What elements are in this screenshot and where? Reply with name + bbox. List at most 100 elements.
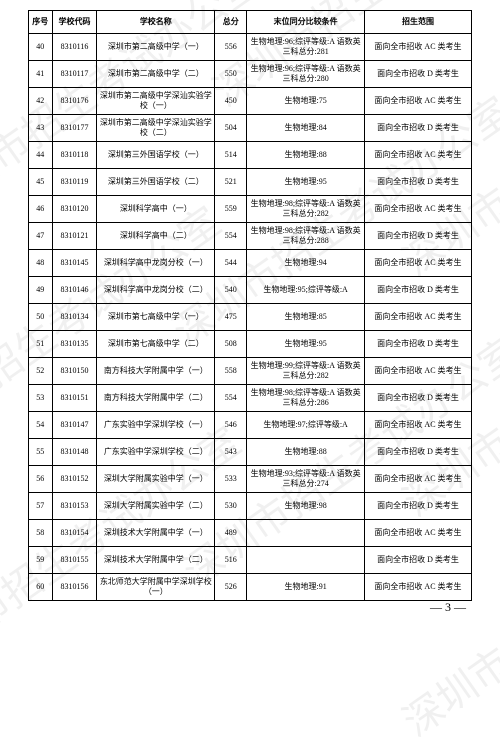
cell-name: 深圳市第二高级中学（二） — [97, 61, 215, 88]
table-row: 538310151南方科技大学附属中学（二）554生物地理:98;综评等级:A … — [29, 385, 472, 412]
cell-tiebreak: 生物地理:99;综评等级:A 语数英三科总分:282 — [247, 358, 365, 385]
cell-tiebreak: 生物地理:98;综评等级:A 语数英三科总分:288 — [247, 223, 365, 250]
table-row: 408310116深圳市第二高级中学（一）556生物地理:96;综评等级:A 语… — [29, 34, 472, 61]
cell-tiebreak: 生物地理:91 — [247, 574, 365, 601]
cell-name: 深圳市第七高级中学（一） — [97, 304, 215, 331]
cell-code: 8310155 — [52, 547, 97, 574]
cell-code: 8310146 — [52, 277, 97, 304]
table-header-row: 序号 学校代码 学校名称 总分 末位同分比较条件 招生范围 — [29, 11, 472, 34]
table-row: 528310150南方科技大学附属中学（一）558生物地理:99;综评等级:A … — [29, 358, 472, 385]
cell-code: 8310135 — [52, 331, 97, 358]
table-row: 578310153深圳大学附属实验中学（二）530生物地理:98面向全市招收 D… — [29, 493, 472, 520]
cell-name: 深圳第三外国语学校（二） — [97, 169, 215, 196]
cell-seq: 47 — [29, 223, 53, 250]
cell-scope: 面向全市招收 AC 类考生 — [364, 34, 471, 61]
cell-total: 559 — [215, 196, 247, 223]
cell-code: 8310148 — [52, 439, 97, 466]
cell-total: 540 — [215, 277, 247, 304]
cell-total: 543 — [215, 439, 247, 466]
cell-name: 深圳市第二高级中学深汕实验学校（一） — [97, 88, 215, 115]
cell-total: 558 — [215, 358, 247, 385]
cell-code: 8310150 — [52, 358, 97, 385]
cell-seq: 59 — [29, 547, 53, 574]
table-row: 508310134深圳市第七高级中学（一）475生物地理:85面向全市招收 AC… — [29, 304, 472, 331]
cell-seq: 60 — [29, 574, 53, 601]
cell-total: 526 — [215, 574, 247, 601]
cell-name: 深圳科学高中（二） — [97, 223, 215, 250]
cell-tiebreak: 生物地理:96;综评等级:A 语数英三科总分:280 — [247, 61, 365, 88]
table-row: 428310176深圳市第二高级中学深汕实验学校（一）450生物地理:75面向全… — [29, 88, 472, 115]
cell-code: 8310116 — [52, 34, 97, 61]
table-row: 478310121深圳科学高中（二）554生物地理:98;综评等级:A 语数英三… — [29, 223, 472, 250]
cell-tiebreak: 生物地理:84 — [247, 115, 365, 142]
header-name: 学校名称 — [97, 11, 215, 34]
table-row: 418310117深圳市第二高级中学（二）550生物地理:96;综评等级:A 语… — [29, 61, 472, 88]
cell-tiebreak: 生物地理:97;综评等级:A — [247, 412, 365, 439]
table-row: 498310146深圳科学高中龙岗分校（二）540生物地理:95;综评等级:A面… — [29, 277, 472, 304]
cell-total: 546 — [215, 412, 247, 439]
cell-seq: 54 — [29, 412, 53, 439]
table-row: 448310118深圳第三外国语学校（一）514生物地理:88面向全市招收 AC… — [29, 142, 472, 169]
cell-total: 533 — [215, 466, 247, 493]
cell-tiebreak: 生物地理:88 — [247, 439, 365, 466]
cell-code: 8310153 — [52, 493, 97, 520]
cell-scope: 面向全市招收 D 类考生 — [364, 223, 471, 250]
cell-name: 深圳技术大学附属中学（一） — [97, 520, 215, 547]
cell-scope: 面向全市招收 AC 类考生 — [364, 466, 471, 493]
cell-code: 8310118 — [52, 142, 97, 169]
cell-scope: 面向全市招收 D 类考生 — [364, 547, 471, 574]
cell-code: 8310176 — [52, 88, 97, 115]
cell-seq: 50 — [29, 304, 53, 331]
header-seq: 序号 — [29, 11, 53, 34]
table-row: 468310120深圳科学高中（一）559生物地理:98;综评等级:A 语数英三… — [29, 196, 472, 223]
header-code: 学校代码 — [52, 11, 97, 34]
cell-tiebreak: 生物地理:95 — [247, 331, 365, 358]
table-row: 558310148广东实验中学深圳学校（二）543生物地理:88面向全市招收 D… — [29, 439, 472, 466]
cell-tiebreak — [247, 547, 365, 574]
table-row: 588310154深圳技术大学附属中学（一）489面向全市招收 AC 类考生 — [29, 520, 472, 547]
cell-seq: 45 — [29, 169, 53, 196]
cell-seq: 49 — [29, 277, 53, 304]
cell-scope: 面向全市招收 D 类考生 — [364, 115, 471, 142]
cell-name: 东北师范大学附属中学深圳学校（一） — [97, 574, 215, 601]
table-row: 518310135深圳市第七高级中学（二）508生物地理:95面向全市招收 D … — [29, 331, 472, 358]
table-row: 548310147广东实验中学深圳学校（一）546生物地理:97;综评等级:A面… — [29, 412, 472, 439]
cell-tiebreak: 生物地理:95;综评等级:A — [247, 277, 365, 304]
cell-seq: 41 — [29, 61, 53, 88]
table-body: 408310116深圳市第二高级中学（一）556生物地理:96;综评等级:A 语… — [29, 34, 472, 601]
cell-name: 南方科技大学附属中学（一） — [97, 358, 215, 385]
table-row: 458310119深圳第三外国语学校（二）521生物地理:95面向全市招收 D … — [29, 169, 472, 196]
page-container: 深圳市招生考试办公室 深圳市招生考试办公室 深圳市招生考试办公室 深圳市招生考试… — [0, 0, 500, 621]
cell-total: 530 — [215, 493, 247, 520]
cell-total: 554 — [215, 385, 247, 412]
cell-name: 深圳科学高中（一） — [97, 196, 215, 223]
cell-name: 深圳市第二高级中学深汕实验学校（二） — [97, 115, 215, 142]
table-row: 438310177深圳市第二高级中学深汕实验学校（二）504生物地理:84面向全… — [29, 115, 472, 142]
cell-name: 深圳市第二高级中学（一） — [97, 34, 215, 61]
cell-seq: 44 — [29, 142, 53, 169]
cell-code: 8310117 — [52, 61, 97, 88]
cell-seq: 53 — [29, 385, 53, 412]
cell-code: 8310152 — [52, 466, 97, 493]
cell-tiebreak: 生物地理:85 — [247, 304, 365, 331]
cell-name: 广东实验中学深圳学校（一） — [97, 412, 215, 439]
cell-seq: 48 — [29, 250, 53, 277]
cell-code: 8310147 — [52, 412, 97, 439]
cell-code: 8310151 — [52, 385, 97, 412]
cell-seq: 58 — [29, 520, 53, 547]
cell-scope: 面向全市招收 AC 类考生 — [364, 574, 471, 601]
cell-total: 544 — [215, 250, 247, 277]
cell-total: 556 — [215, 34, 247, 61]
cell-name: 深圳市第七高级中学（二） — [97, 331, 215, 358]
cell-tiebreak — [247, 520, 365, 547]
table-row: 488310145深圳科学高中龙岗分校（一）544生物地理:94面向全市招收 A… — [29, 250, 472, 277]
cell-code: 8310156 — [52, 574, 97, 601]
cell-scope: 面向全市招收 AC 类考生 — [364, 520, 471, 547]
cell-total: 475 — [215, 304, 247, 331]
cell-name: 南方科技大学附属中学（二） — [97, 385, 215, 412]
cell-code: 8310154 — [52, 520, 97, 547]
cell-name: 深圳科学高中龙岗分校（一） — [97, 250, 215, 277]
cell-seq: 43 — [29, 115, 53, 142]
cell-total: 504 — [215, 115, 247, 142]
cell-code: 8310134 — [52, 304, 97, 331]
